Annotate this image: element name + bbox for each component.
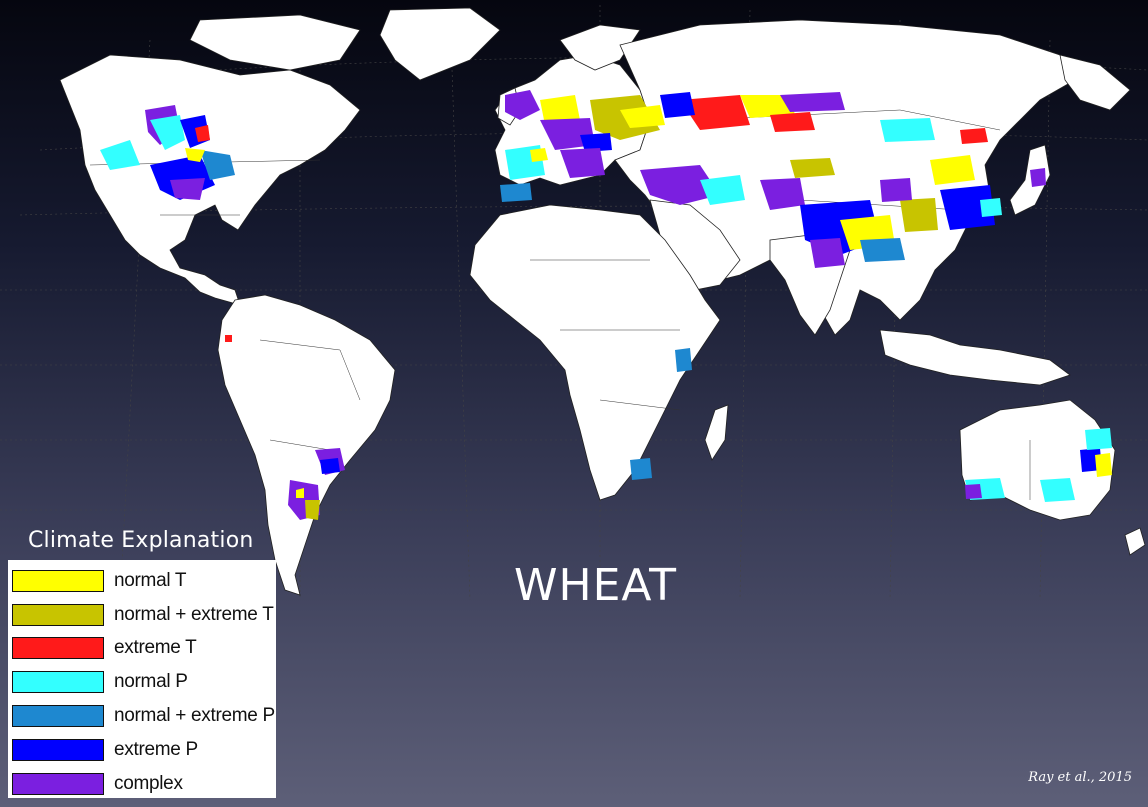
region-complex — [780, 92, 845, 112]
region-normal-extreme-t — [790, 158, 835, 178]
region-extreme-p — [660, 92, 695, 118]
legend: normal T normal + extreme T extreme T no… — [8, 560, 276, 798]
continents — [59, 7, 1146, 596]
region-normal-p — [980, 198, 1002, 217]
region-extreme-t — [225, 335, 232, 342]
legend-item-normal-p: normal P — [12, 665, 276, 699]
region-extreme-t — [680, 95, 750, 130]
region-normal-extreme-p — [860, 238, 905, 262]
region-normal-t — [740, 95, 795, 118]
region-complex — [760, 178, 805, 210]
legend-label: extreme T — [114, 637, 197, 659]
region-normal-t — [540, 95, 580, 125]
region-complex — [1030, 168, 1046, 187]
region-normal-extreme-p — [500, 183, 532, 202]
legend-swatch — [12, 569, 104, 592]
region-normal-extreme-t — [900, 198, 938, 232]
region-normal-extreme-p — [675, 348, 692, 372]
region-normal-t — [930, 155, 975, 185]
japan — [1009, 144, 1051, 216]
region-extreme-p — [580, 133, 612, 152]
citation-credit: Ray et al., 2015 — [1028, 770, 1132, 785]
region-normal-t — [185, 148, 205, 162]
legend-title: Climate Explanation — [28, 528, 254, 553]
legend-label: normal + extreme P — [114, 705, 275, 727]
region-normal-p — [880, 118, 935, 142]
legend-swatch — [12, 671, 104, 694]
new-zealand — [1124, 527, 1146, 556]
region-normal-extreme-p — [630, 458, 652, 480]
arctic-canada — [189, 14, 361, 71]
region-normal-t — [530, 148, 548, 162]
region-normal-p — [150, 115, 185, 150]
legend-label: normal P — [114, 671, 188, 693]
region-complex — [810, 238, 845, 268]
region-complex — [640, 165, 720, 205]
legend-item-extreme-t: extreme T — [12, 632, 276, 666]
region-normal-t — [296, 488, 304, 498]
legend-swatch — [12, 772, 104, 795]
region-extreme-p — [940, 185, 995, 230]
scandinavia — [559, 24, 641, 71]
legend-label: normal T — [114, 569, 187, 591]
climate-regions — [100, 90, 1112, 520]
southeast-asia-islands — [879, 329, 1071, 386]
region-extreme-p — [320, 458, 340, 474]
kamchatka — [1059, 54, 1131, 111]
region-normal-extreme-t — [305, 500, 320, 520]
legend-label: normal + extreme T — [114, 603, 274, 625]
region-normal-p — [1085, 428, 1112, 450]
legend-swatch — [12, 738, 104, 761]
legend-item-complex: complex — [12, 767, 276, 801]
region-complex — [505, 90, 540, 120]
legend-item-normal-t: normal T — [12, 564, 276, 598]
region-complex — [965, 484, 982, 499]
region-extreme-t — [960, 128, 988, 144]
madagascar — [704, 404, 729, 461]
legend-item-extreme-p: extreme P — [12, 733, 276, 767]
legend-item-normal-extreme-p: normal + extreme P — [12, 699, 276, 733]
region-extreme-t — [195, 125, 210, 142]
legend-swatch — [12, 603, 104, 626]
region-complex — [170, 178, 205, 200]
legend-swatch — [12, 637, 104, 660]
region-normal-t — [1095, 453, 1112, 477]
region-extreme-t — [770, 112, 815, 132]
legend-swatch — [12, 705, 104, 728]
region-normal-extreme-p — [200, 150, 235, 180]
region-normal-t — [620, 105, 665, 128]
region-normal-p — [700, 175, 745, 205]
region-complex — [540, 118, 595, 150]
legend-label: complex — [114, 772, 183, 794]
crop-title: WHEAT — [514, 560, 677, 611]
legend-item-normal-extreme-t: normal + extreme T — [12, 598, 276, 632]
region-normal-p — [1040, 478, 1075, 502]
greenland — [379, 7, 501, 81]
legend-label: extreme P — [114, 738, 198, 760]
region-complex — [880, 178, 912, 202]
south-america — [217, 294, 396, 596]
region-normal-p — [100, 140, 140, 170]
region-complex — [560, 148, 605, 178]
